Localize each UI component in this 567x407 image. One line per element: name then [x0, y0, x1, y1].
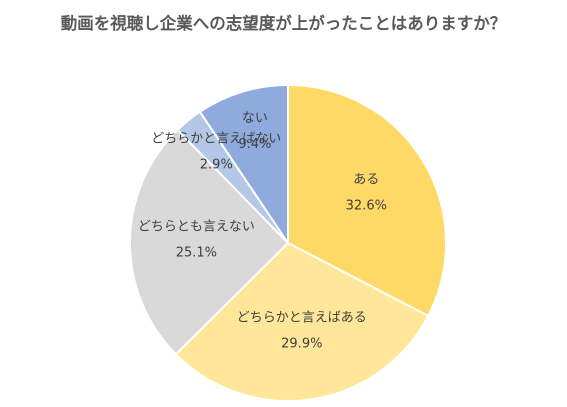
pie-slice-1	[287, 83, 447, 318]
slice-label-3: どちらとも言えない	[138, 219, 255, 234]
slice-label-5: ない	[242, 111, 268, 126]
pie-slice-2	[174, 241, 430, 402]
slice-label-2: どちらかと言えばある	[237, 311, 367, 326]
slice-label-1: ある	[353, 172, 379, 187]
pie-slice-5	[198, 83, 289, 247]
slice-value-4: 2.9%	[200, 158, 233, 173]
slice-label-4: どちらかと言えばない	[151, 132, 281, 147]
slice-value-2: 29.9%	[281, 337, 322, 352]
slice-value-1: 32.6%	[346, 198, 387, 213]
slice-value-3: 25.1%	[176, 245, 217, 260]
slice-value-5: 9.4%	[238, 137, 271, 152]
chart-title: 動画を視聴し企業への志望度が上がったことはありますか？	[60, 14, 507, 33]
pie-slice-3	[129, 128, 290, 356]
